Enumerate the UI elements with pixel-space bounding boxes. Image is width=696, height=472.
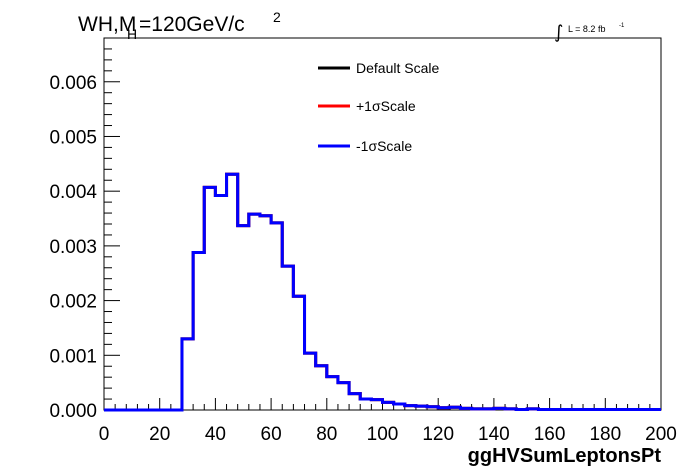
y-tick-label: 0.005 — [49, 127, 97, 148]
legend-label: -1σScale — [356, 138, 412, 154]
title-main-text: WH,M — [78, 13, 136, 36]
x-tick-label: 80 — [316, 424, 337, 445]
x-axis-label: ggHVSumLeptonsPt — [468, 445, 662, 467]
y-tick-label: 0.000 — [49, 401, 97, 422]
x-tick-label: 0 — [99, 424, 110, 445]
integral-symbol: ∫ — [554, 22, 563, 43]
luminosity-text: L = 8.2 fb — [568, 24, 605, 34]
title-subscript-text: H — [127, 26, 137, 42]
title-superscript-text: 2 — [273, 9, 281, 25]
legend: Default Scale +1σScale -1σScale — [318, 60, 439, 154]
x-tick-label: 20 — [149, 424, 170, 445]
luminosity-superscript: -1 — [619, 23, 625, 29]
y-tick-label: 0.004 — [49, 182, 97, 203]
x-tick-label: 140 — [478, 424, 510, 445]
x-tick-label: 60 — [261, 424, 282, 445]
x-tick-label: 160 — [534, 424, 566, 445]
x-tick-label: 200 — [645, 424, 677, 445]
y-tick-label: 0.006 — [49, 73, 97, 94]
series-line-3 — [104, 172, 661, 412]
chart-title: WH,M H =120GeV/c 2 — [78, 9, 281, 42]
legend-label: +1σScale — [356, 98, 416, 114]
y-tick-label: 0.003 — [49, 237, 97, 258]
axes: 0 20 40 60 80 100 120 140 160 180 200 0.000 0.001 0.0… — [49, 37, 677, 445]
x-tick-label: 100 — [367, 424, 399, 445]
x-tick-label: 120 — [422, 424, 454, 445]
y-tick-label: 0.001 — [49, 346, 97, 367]
legend-label: Default Scale — [356, 60, 439, 76]
x-tick-label: 40 — [205, 424, 226, 445]
y-tick-label: 0.002 — [49, 292, 97, 313]
luminosity-label: ∫ L = 8.2 fb -1 — [554, 22, 625, 43]
series-layer — [104, 172, 661, 412]
title-rest-text: =120GeV/c — [139, 13, 245, 36]
x-tick-label: 180 — [589, 424, 621, 445]
